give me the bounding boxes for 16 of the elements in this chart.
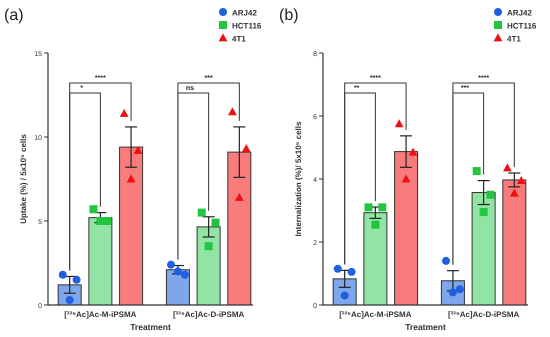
legend-label: ARJ42 [232,8,258,18]
x-tick-label: [²²⁵Ac]Ac-D-iPSMA [448,310,520,319]
legend-label: 4T1 [507,34,522,44]
legend-label: HCT116 [232,22,262,30]
x-tick-label: [²²⁵Ac]Ac-D-iPSMA [172,310,244,319]
chart-title: (b) [279,7,299,24]
legend-label: ARJ42 [507,8,532,18]
x-axis-title: Treatment [130,322,171,332]
x-tick-label: [²²⁵Ac]Ac-M-iPSMA [64,310,137,319]
y-axis-title: Internalization (%)/ 5x10⁵ cells [294,120,303,236]
x-axis-title: Treatment [405,322,446,332]
y-axis-title: Uptake (%) / 5x10⁵ cells [19,134,28,224]
legend-label: 4T1 [232,34,246,44]
chart-title: (a) [4,7,24,24]
legend-label: HCT116 [507,22,537,30]
x-tick-label: [²²⁵Ac]Ac-M-iPSMA [339,310,412,319]
